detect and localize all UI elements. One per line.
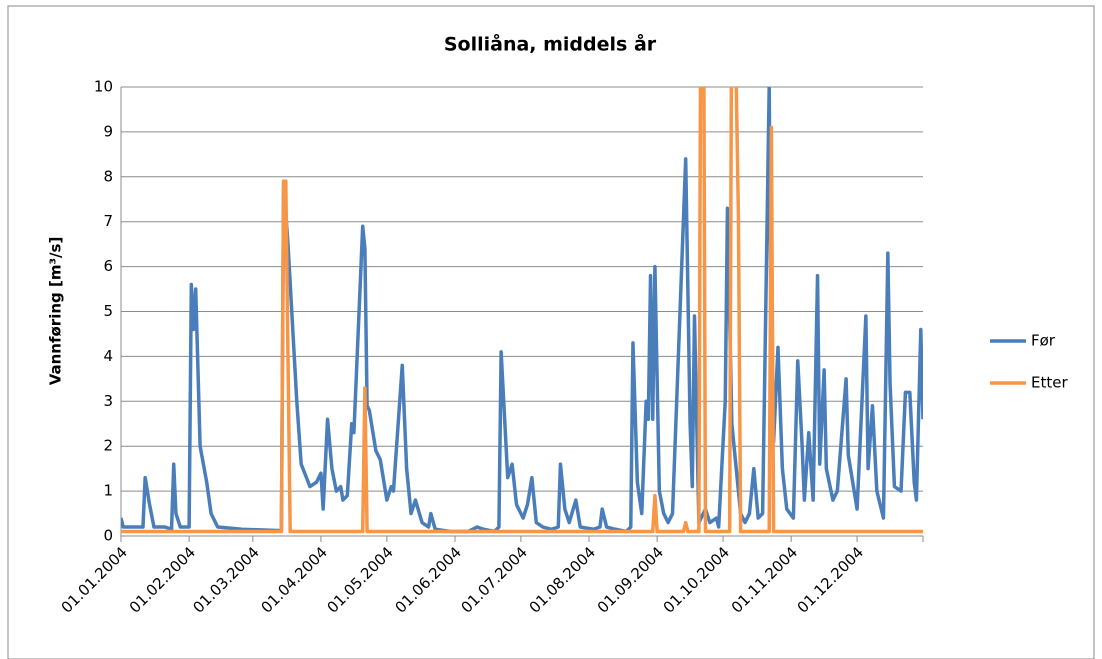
y-tick-label: 1 (103, 482, 113, 500)
plot-area (121, 87, 923, 534)
y-tick-label: 8 (103, 167, 113, 185)
legend-label: Etter (1031, 374, 1068, 392)
legend-label: Før (1031, 332, 1056, 350)
y-axis-label: Vannføring [m³/s] (47, 237, 65, 386)
y-tick-label: 4 (103, 347, 113, 365)
y-tick-label: 9 (103, 122, 113, 140)
y-tick-label: 3 (103, 392, 113, 410)
y-tick-label: 10 (94, 78, 113, 96)
data-line (121, 87, 923, 534)
y-tick-label: 7 (103, 212, 113, 230)
y-tick-label: 0 (103, 527, 113, 545)
data-line (121, 87, 923, 534)
y-tick-label: 6 (103, 257, 113, 275)
chart-title: Solliåna, middels år (444, 32, 657, 56)
y-tick-label: 5 (103, 302, 113, 320)
chart-frame (7, 5, 1095, 659)
y-tick-label: 2 (103, 437, 113, 455)
